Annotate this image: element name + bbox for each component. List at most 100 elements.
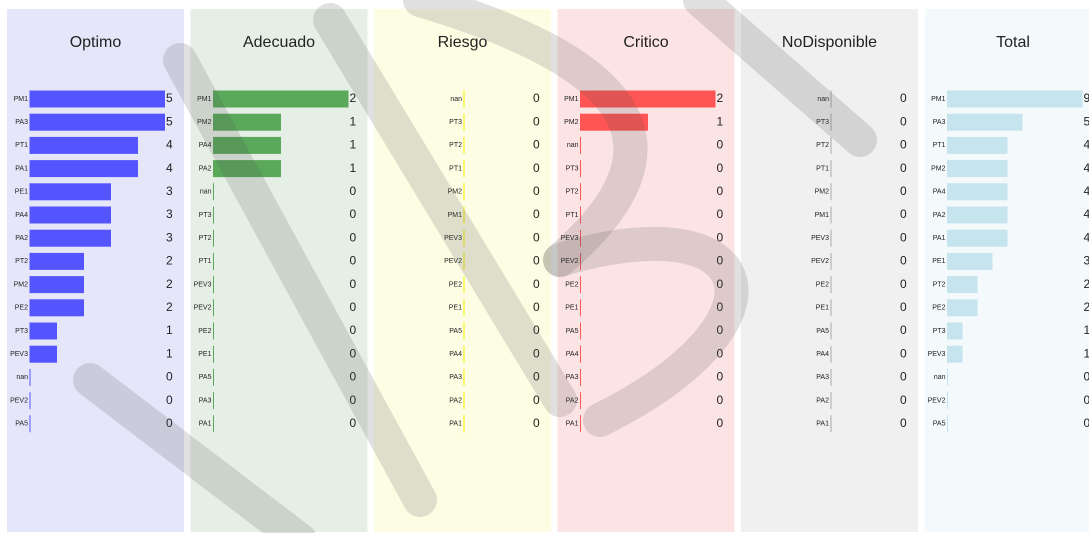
value-label: 1 — [166, 346, 173, 360]
category-label: PA1 — [15, 165, 28, 172]
category-label: PA5 — [199, 374, 212, 381]
category-label: PE2 — [565, 281, 578, 288]
category-label: nan — [817, 96, 829, 103]
value-label: 0 — [350, 323, 357, 337]
bar — [30, 252, 84, 270]
value-label: 0 — [900, 393, 907, 407]
value-label: 0 — [900, 207, 907, 221]
category-label: PT3 — [449, 119, 462, 126]
category-label: PEV2 — [10, 397, 28, 404]
value-label: 1 — [1084, 346, 1089, 360]
category-label: PA3 — [933, 119, 946, 126]
category-label: PEV2 — [444, 258, 462, 265]
value-label: 0 — [717, 161, 724, 175]
value-label: 0 — [717, 300, 724, 314]
value-label: 1 — [717, 114, 724, 128]
bar — [947, 136, 1008, 154]
value-label: 0 — [900, 277, 907, 291]
value-label: 0 — [533, 207, 540, 221]
category-label: PA5 — [933, 421, 946, 428]
value-label: 0 — [533, 254, 540, 268]
category-label: PT2 — [449, 142, 462, 149]
value-label: 0 — [533, 323, 540, 337]
value-label: 0 — [900, 323, 907, 337]
value-label: 0 — [350, 277, 357, 291]
bar — [30, 206, 111, 224]
value-label: 0 — [1084, 393, 1089, 407]
category-label: PA3 — [566, 374, 579, 381]
category-label: PA5 — [449, 328, 462, 335]
value-label: 0 — [350, 254, 357, 268]
value-label: 3 — [1084, 254, 1089, 268]
value-label: 1 — [1084, 323, 1089, 337]
value-label: 0 — [533, 114, 540, 128]
category-label: PT2 — [816, 142, 829, 149]
category-label: nan — [200, 189, 212, 196]
category-label: PEV3 — [10, 351, 28, 358]
category-label: PM2 — [815, 189, 830, 196]
value-label: 0 — [533, 416, 540, 430]
category-label: PT3 — [933, 328, 946, 335]
value-label: 0 — [900, 161, 907, 175]
value-label: 0 — [900, 184, 907, 198]
category-label: PA4 — [449, 351, 462, 358]
bar — [30, 183, 111, 201]
bar — [947, 322, 963, 340]
category-label: PA2 — [449, 397, 462, 404]
value-label: 0 — [350, 207, 357, 221]
value-label: 0 — [717, 323, 724, 337]
bar — [947, 299, 978, 317]
bar — [947, 252, 993, 270]
bar — [947, 113, 1023, 131]
value-label: 1 — [166, 323, 173, 337]
category-label: PEV2 — [928, 397, 946, 404]
category-label: PM2 — [448, 189, 463, 196]
category-label: PE1 — [198, 351, 211, 358]
value-label: 0 — [350, 300, 357, 314]
value-label: 3 — [166, 207, 173, 221]
category-label: PA3 — [449, 374, 462, 381]
value-label: 0 — [717, 416, 724, 430]
category-label: PA5 — [816, 328, 829, 335]
value-label: 0 — [717, 254, 724, 268]
category-label: PT1 — [816, 165, 829, 172]
category-label: PA4 — [816, 351, 829, 358]
category-label: PM1 — [564, 96, 579, 103]
category-label: PA1 — [933, 235, 946, 242]
value-label: 0 — [717, 277, 724, 291]
category-label: PE2 — [198, 328, 211, 335]
category-label: PT2 — [566, 189, 579, 196]
bar — [947, 90, 1083, 108]
category-label: PA5 — [566, 328, 579, 335]
value-label: 0 — [717, 370, 724, 384]
value-label: 0 — [533, 230, 540, 244]
panel-title: Adecuado — [243, 34, 315, 51]
category-label: PT2 — [199, 235, 212, 242]
category-label: PM1 — [448, 212, 463, 219]
category-label: PEV3 — [811, 235, 829, 242]
category-label: nan — [16, 374, 28, 381]
value-label: 1 — [350, 161, 357, 175]
bar — [947, 160, 1008, 178]
value-label: 0 — [900, 346, 907, 360]
category-label: PM2 — [197, 119, 212, 126]
value-label: 0 — [533, 370, 540, 384]
category-label: PEV3 — [561, 235, 579, 242]
panel-title: Optimo — [70, 34, 122, 51]
panel-title: Total — [996, 34, 1030, 51]
value-label: 0 — [900, 300, 907, 314]
value-label: 1 — [350, 138, 357, 152]
bar — [947, 276, 978, 294]
value-label: 0 — [533, 91, 540, 105]
watermark — [73, 0, 877, 533]
value-label: 0 — [533, 300, 540, 314]
value-label: 2 — [717, 91, 724, 105]
value-label: 0 — [533, 138, 540, 152]
category-label: PEV2 — [194, 305, 212, 312]
value-label: 0 — [166, 393, 173, 407]
panel-background — [924, 9, 1089, 532]
value-label: 0 — [900, 416, 907, 430]
category-label: PT1 — [449, 165, 462, 172]
category-label: PA2 — [816, 397, 829, 404]
